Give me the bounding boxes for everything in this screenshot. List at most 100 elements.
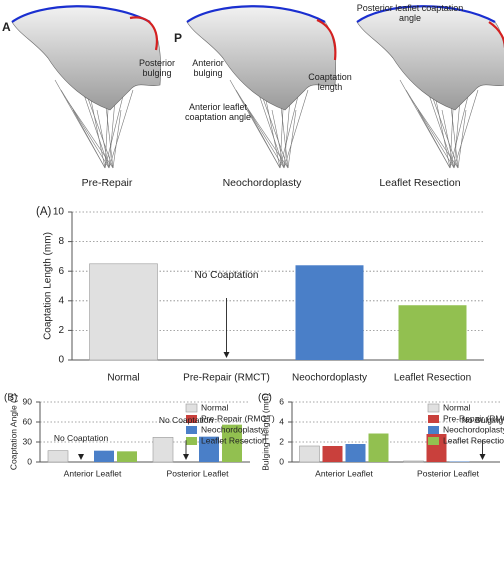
x-tick-label: Neochordoplasty xyxy=(292,373,367,384)
chorda xyxy=(417,109,451,169)
panel-label: (A) xyxy=(36,206,52,218)
x-tick-label: Posterior Leaflet xyxy=(167,468,230,478)
chorda xyxy=(108,99,116,169)
bar xyxy=(117,451,137,462)
y-tick-label: 4 xyxy=(279,416,284,426)
legend-label: Pre-Repair (RMCT) xyxy=(201,413,275,423)
y-tick-label: 0 xyxy=(58,355,64,366)
legend-label: Pre-Repair (RMCT) xyxy=(443,413,504,423)
chorda xyxy=(411,99,459,169)
chorda xyxy=(453,99,461,169)
annotation: No Coaptation xyxy=(53,433,109,443)
y-tick-label: 0 xyxy=(27,456,32,466)
y-tick-label: 0 xyxy=(279,456,284,466)
bar xyxy=(345,444,366,462)
legend-swatch xyxy=(186,437,197,445)
bar xyxy=(295,265,364,360)
chorda xyxy=(283,89,309,169)
y-tick-label: 4 xyxy=(58,295,64,306)
legend-label: Leaflet Resection xyxy=(443,435,504,445)
chorda xyxy=(247,109,281,169)
annotation: No Bulging xyxy=(461,415,504,425)
annotation: No Coaptation xyxy=(194,270,259,281)
x-tick-label: Anterior Leaflet xyxy=(64,468,122,478)
y-tick-label: 60 xyxy=(23,416,33,426)
bar xyxy=(449,461,470,462)
posterior-leaflet xyxy=(316,18,337,61)
annotation: No Coaptation xyxy=(158,415,214,425)
chorda xyxy=(90,99,106,169)
callout: A xyxy=(2,20,11,34)
legend-swatch xyxy=(428,437,439,445)
x-tick-label: Normal xyxy=(107,373,139,384)
chorda xyxy=(66,99,114,169)
valve-model xyxy=(186,5,337,169)
legend-swatch xyxy=(427,403,440,413)
legend-swatch xyxy=(185,403,198,413)
arrow-head xyxy=(223,352,230,358)
bar xyxy=(368,433,389,462)
posterior-leaflet xyxy=(488,21,504,49)
y-tick-label: 30 xyxy=(23,436,33,446)
callout: Posterior leaflet coaptation angle xyxy=(356,3,464,23)
x-tick-label: Leaflet Resection xyxy=(394,373,471,384)
arrow-head xyxy=(78,454,84,460)
legend-label: Neochordoplasty xyxy=(443,424,504,434)
callout: Posterior bulging xyxy=(138,58,175,78)
legend-swatch xyxy=(186,426,197,434)
panel-label: Neochordoplasty xyxy=(222,177,302,189)
panel-label: (B) xyxy=(4,393,17,404)
chorda xyxy=(457,109,467,169)
x-tick-label: Pre-Repair (RMCT) xyxy=(183,373,270,384)
chorda xyxy=(441,109,455,169)
annulus-anterior xyxy=(356,5,496,23)
posterior-leaflet xyxy=(129,16,158,51)
y-axis-label: Coaptation Angle (°) xyxy=(8,394,18,470)
bar xyxy=(398,305,467,360)
legend-label: Leaflet Resection xyxy=(201,435,267,445)
bar xyxy=(299,445,320,463)
y-tick-label: 6 xyxy=(279,396,284,406)
legend-swatch xyxy=(428,415,439,423)
y-axis-label: Coaptation Length (mm) xyxy=(43,232,54,340)
legend-label: Normal xyxy=(443,402,471,412)
chorda xyxy=(283,99,291,169)
chorda xyxy=(112,109,122,169)
bar xyxy=(152,437,174,463)
bar xyxy=(403,460,424,463)
annulus-anterior xyxy=(11,5,151,23)
y-tick-label: 10 xyxy=(53,207,65,218)
y-tick-label: 90 xyxy=(23,396,33,406)
panel-label: Pre-Repair xyxy=(81,177,133,189)
y-tick-label: 2 xyxy=(279,436,284,446)
bar xyxy=(47,450,69,463)
chorda xyxy=(96,109,110,169)
bar xyxy=(222,424,242,462)
legend-label: Normal xyxy=(201,402,229,412)
legend-swatch xyxy=(186,415,197,423)
x-tick-label: Anterior Leaflet xyxy=(315,468,373,478)
chorda xyxy=(72,109,106,169)
y-tick-label: 2 xyxy=(58,325,64,336)
legend-label: Neochordoplasty xyxy=(201,424,266,434)
y-axis-label: Bulging Height (mm) xyxy=(260,393,270,471)
legend-swatch xyxy=(428,426,439,434)
arrow-head xyxy=(183,454,189,460)
chorda xyxy=(108,89,134,169)
chorda xyxy=(265,99,281,169)
callout: Anterior bulging xyxy=(192,58,224,78)
callout: Anterior leaflet coaptation angle xyxy=(184,102,252,122)
panel-label: (C) xyxy=(258,393,272,404)
bar xyxy=(89,263,158,361)
x-tick-label: Posterior Leaflet xyxy=(417,468,480,478)
chorda xyxy=(271,109,285,169)
chorda xyxy=(435,99,451,169)
y-tick-label: 6 xyxy=(58,266,64,277)
annulus-anterior xyxy=(186,5,326,23)
bar xyxy=(322,446,343,462)
valve-model xyxy=(356,5,504,169)
bar xyxy=(94,450,114,462)
callout: Coaptation length xyxy=(308,72,352,92)
